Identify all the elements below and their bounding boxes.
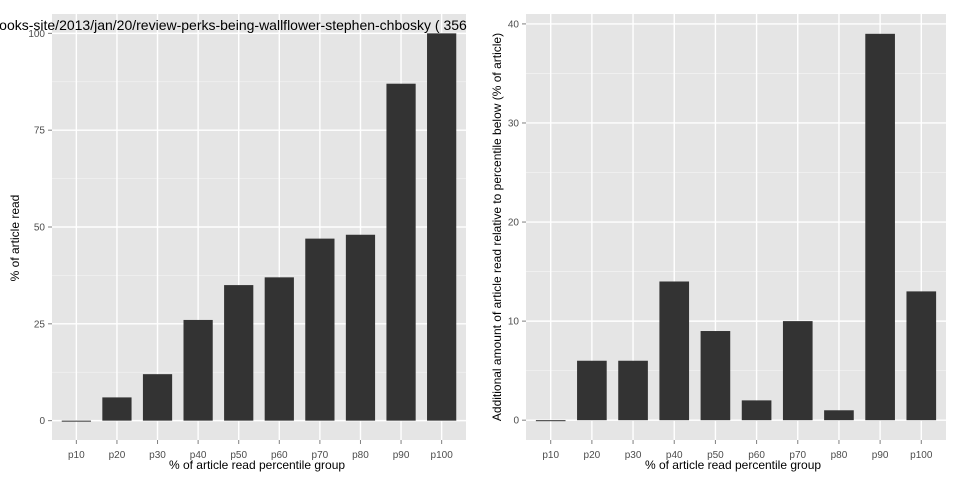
- x-tick-label: p60: [748, 450, 765, 461]
- x-tick-label: p100: [910, 450, 933, 461]
- y-axis-label: % of article read: [8, 195, 22, 282]
- x-tick-label: p80: [831, 450, 848, 461]
- y-axis-label: Additional amount of article read relati…: [490, 33, 504, 421]
- x-tick-label: p20: [109, 450, 126, 461]
- x-tick-label: p40: [190, 450, 207, 461]
- chart-title: ooks-site/2013/jan/20/review-perks-being…: [0, 17, 467, 33]
- bar-p80: [345, 234, 376, 421]
- x-tick-label: p90: [872, 450, 889, 461]
- x-tick-label: p70: [312, 450, 329, 461]
- bar-p70: [305, 238, 335, 421]
- bar-p100: [427, 33, 457, 421]
- bar-p20: [102, 397, 132, 421]
- y-tick-label: 50: [34, 223, 46, 234]
- bar-p40: [183, 319, 213, 421]
- x-tick-label: p90: [393, 450, 410, 461]
- y-tick-label: 20: [508, 218, 520, 229]
- y-tick-label: 100: [28, 29, 45, 40]
- x-tick-label: p60: [271, 450, 288, 461]
- x-tick-label: p100: [431, 450, 454, 461]
- x-tick-label: p10: [542, 450, 559, 461]
- x-tick-label: p10: [68, 450, 85, 461]
- x-tick-label: p80: [352, 450, 369, 461]
- x-tick-label: p20: [584, 450, 601, 461]
- x-axis-label: % of article read percentile group: [169, 458, 345, 472]
- bar-p10: [61, 420, 91, 422]
- bar-p50: [224, 285, 254, 421]
- x-tick-label: p70: [789, 450, 806, 461]
- x-tick-label: p40: [666, 450, 683, 461]
- y-tick-label: 0: [39, 416, 45, 427]
- y-tick-label: 75: [34, 126, 46, 137]
- x-tick-label: p50: [707, 450, 724, 461]
- y-tick-label: 10: [508, 317, 520, 328]
- bar-p80: [824, 410, 854, 421]
- x-tick-label: p50: [230, 450, 247, 461]
- x-tick-label: p30: [625, 450, 642, 461]
- bar-p90: [386, 83, 416, 421]
- bar-p60: [741, 400, 772, 421]
- y-tick-label: 30: [508, 118, 520, 129]
- bar-p30: [618, 360, 648, 421]
- bar-p60: [264, 277, 294, 421]
- bar-p10: [535, 420, 566, 422]
- bar-p90: [865, 33, 895, 421]
- x-axis-label: % of article read percentile group: [645, 458, 821, 472]
- bar-p50: [700, 331, 731, 421]
- y-tick-label: 25: [34, 319, 46, 330]
- bar-p100: [906, 291, 937, 421]
- bar-p40: [659, 281, 690, 421]
- y-tick-label: 40: [508, 19, 520, 30]
- bar-p30: [142, 374, 173, 421]
- bar-p70: [782, 321, 813, 421]
- x-tick-label: p30: [149, 450, 166, 461]
- right-bar-chart: 0 10 20 30 40 p10 p20 p30 p40 p50 p60 p70 p80 p90 p100…: [490, 14, 946, 472]
- y-tick-label: 0: [513, 416, 519, 427]
- left-bar-chart: 0 25 50 75 100 p10 p20 p30 p40 p50 p60 p70 p80 p90 p10…: [0, 14, 467, 472]
- bar-p20: [577, 360, 607, 421]
